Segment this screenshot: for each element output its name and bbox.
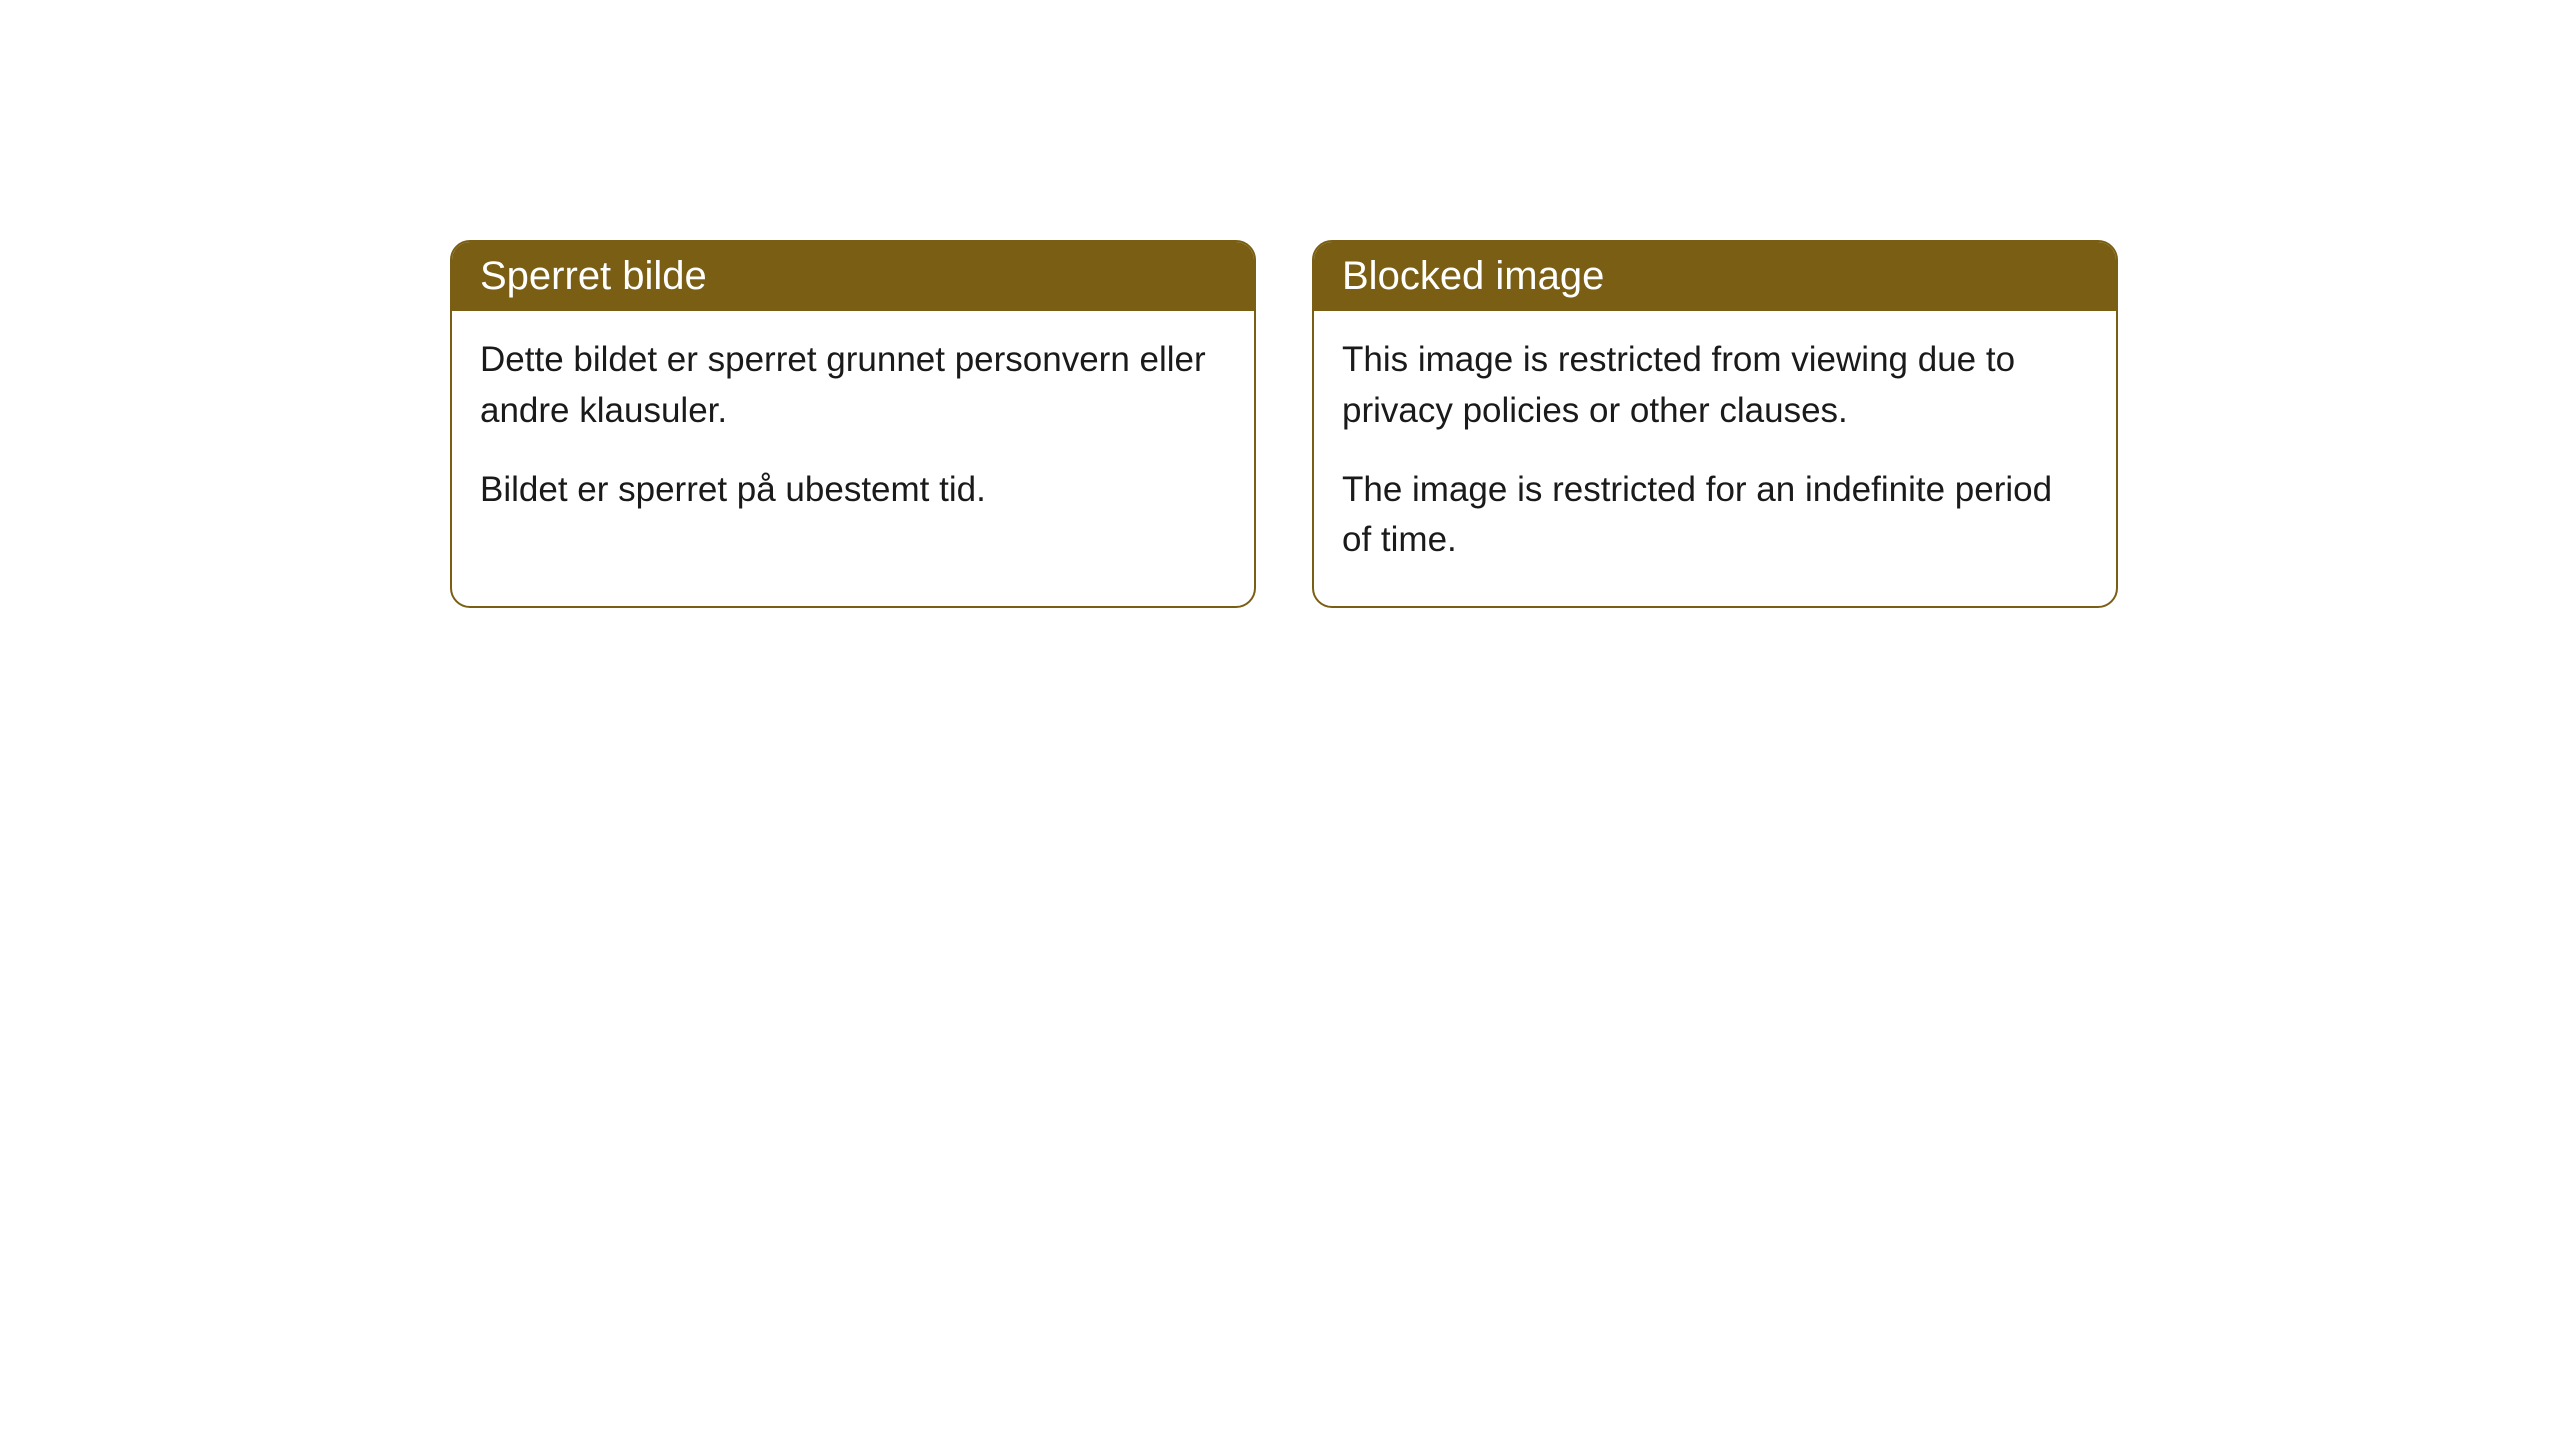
card-header-norwegian: Sperret bilde (452, 242, 1254, 311)
card-title: Sperret bilde (480, 254, 707, 298)
notice-card-english: Blocked image This image is restricted f… (1312, 240, 2118, 608)
card-text-paragraph: The image is restricted for an indefinit… (1342, 465, 2088, 567)
card-title: Blocked image (1342, 254, 1604, 298)
card-body-norwegian: Dette bildet er sperret grunnet personve… (452, 311, 1254, 555)
card-text-paragraph: This image is restricted from viewing du… (1342, 335, 2088, 437)
card-body-english: This image is restricted from viewing du… (1314, 311, 2116, 606)
card-text-paragraph: Bildet er sperret på ubestemt tid. (480, 465, 1226, 516)
card-text-paragraph: Dette bildet er sperret grunnet personve… (480, 335, 1226, 437)
notice-cards-container: Sperret bilde Dette bildet er sperret gr… (450, 240, 2118, 608)
notice-card-norwegian: Sperret bilde Dette bildet er sperret gr… (450, 240, 1256, 608)
card-header-english: Blocked image (1314, 242, 2116, 311)
